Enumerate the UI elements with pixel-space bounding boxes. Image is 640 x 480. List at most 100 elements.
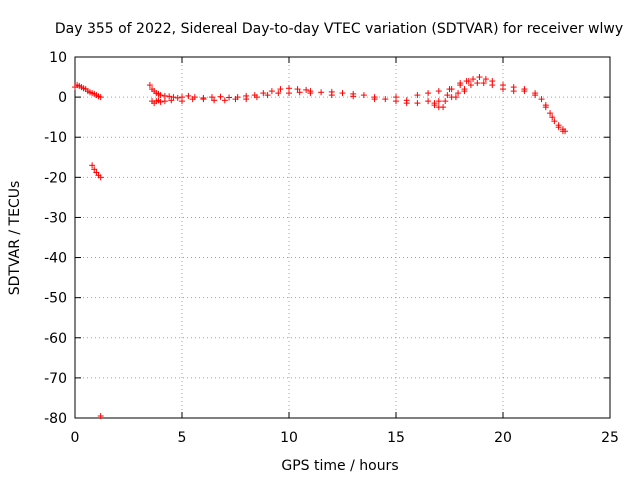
data-point bbox=[97, 412, 104, 419]
data-point bbox=[549, 114, 556, 121]
data-point bbox=[425, 90, 432, 97]
data-point bbox=[489, 82, 496, 89]
plot-frame bbox=[74, 56, 611, 419]
data-point bbox=[457, 80, 464, 87]
grid bbox=[75, 57, 610, 418]
data-point bbox=[455, 90, 462, 97]
data-point bbox=[371, 96, 378, 103]
x-tick-label: 25 bbox=[601, 430, 619, 446]
data-point bbox=[243, 96, 250, 103]
data-point bbox=[174, 94, 181, 101]
x-tick-label: 20 bbox=[494, 430, 512, 446]
x-tick-label: 10 bbox=[280, 430, 298, 446]
data-point bbox=[208, 94, 215, 101]
data-point bbox=[168, 97, 175, 104]
data-point bbox=[217, 93, 224, 100]
data-point bbox=[474, 80, 481, 87]
data-point bbox=[307, 90, 314, 97]
data-point bbox=[555, 122, 562, 129]
data-point bbox=[170, 94, 177, 101]
data-point bbox=[431, 102, 438, 109]
data-point bbox=[275, 90, 282, 97]
data-point bbox=[452, 94, 459, 101]
y-tick-label: -10 bbox=[44, 130, 67, 146]
data-point bbox=[532, 92, 539, 99]
data-point bbox=[146, 82, 153, 89]
data-point bbox=[166, 93, 173, 100]
data-point bbox=[185, 92, 192, 99]
x-tick-label: 0 bbox=[71, 430, 80, 446]
data-point bbox=[435, 98, 442, 105]
data-series bbox=[72, 74, 569, 419]
data-point bbox=[91, 166, 98, 173]
y-tick-label: -30 bbox=[44, 210, 67, 226]
data-point bbox=[97, 94, 104, 101]
data-point bbox=[480, 80, 487, 87]
x-axis: 0 5 10 15 20 25 bbox=[71, 57, 619, 446]
data-point bbox=[221, 97, 228, 104]
data-point bbox=[500, 86, 506, 93]
y-tick-label: -50 bbox=[44, 291, 67, 307]
data-point bbox=[382, 96, 389, 103]
y-tick-label: -60 bbox=[44, 331, 67, 347]
y-tick-label: -80 bbox=[44, 411, 67, 427]
data-point bbox=[482, 76, 489, 83]
data-point bbox=[444, 92, 451, 99]
data-point bbox=[318, 89, 325, 96]
x-tick-label: 15 bbox=[387, 430, 405, 446]
data-point bbox=[264, 92, 271, 99]
data-point bbox=[510, 88, 517, 95]
data-point bbox=[425, 98, 432, 105]
data-point bbox=[268, 88, 275, 95]
data-point bbox=[414, 92, 421, 99]
y-tick-label: 0 bbox=[58, 90, 67, 106]
data-point bbox=[303, 86, 310, 93]
y-tick-label: -40 bbox=[44, 251, 67, 267]
data-point bbox=[448, 86, 455, 93]
data-point bbox=[226, 94, 233, 101]
data-point bbox=[350, 93, 357, 100]
y-tick-label: -20 bbox=[44, 170, 67, 186]
data-point bbox=[435, 88, 442, 95]
data-point bbox=[277, 86, 284, 93]
data-point bbox=[393, 98, 399, 105]
data-point bbox=[179, 98, 185, 105]
data-point bbox=[403, 100, 410, 107]
data-point bbox=[157, 92, 164, 99]
data-point bbox=[232, 96, 239, 103]
data-point bbox=[211, 97, 218, 104]
data-point bbox=[339, 90, 346, 97]
y-axis: 10 0 -10 -20 -30 -40 -50 -60 -70 -80 bbox=[44, 50, 610, 427]
data-point bbox=[157, 98, 164, 105]
data-point bbox=[296, 89, 303, 96]
data-point bbox=[414, 100, 421, 107]
x-axis-label: GPS time / hours bbox=[281, 458, 398, 474]
data-point bbox=[538, 96, 545, 103]
data-point bbox=[294, 86, 301, 93]
data-point bbox=[559, 126, 566, 133]
data-point bbox=[360, 92, 367, 99]
data-point bbox=[328, 92, 335, 99]
chart-title: Day 355 of 2022, Sidereal Day-to-day VTE… bbox=[55, 21, 623, 37]
data-point bbox=[476, 74, 483, 81]
data-point bbox=[189, 96, 196, 103]
data-point bbox=[97, 174, 104, 181]
x-tick-label: 5 bbox=[178, 430, 187, 446]
data-point bbox=[89, 162, 96, 169]
data-point bbox=[440, 104, 447, 111]
data-point bbox=[200, 96, 207, 103]
y-tick-label: 10 bbox=[49, 50, 67, 66]
data-point bbox=[542, 104, 549, 111]
data-point bbox=[253, 94, 260, 101]
data-point bbox=[286, 90, 292, 97]
data-point bbox=[470, 76, 477, 83]
data-point bbox=[260, 90, 267, 97]
data-point bbox=[551, 118, 558, 125]
data-point bbox=[547, 110, 554, 117]
data-point bbox=[467, 82, 474, 89]
data-point bbox=[461, 88, 468, 95]
y-axis-label: SDTVAR / TECUs bbox=[7, 181, 23, 296]
data-point bbox=[161, 98, 168, 105]
data-point bbox=[521, 88, 528, 95]
